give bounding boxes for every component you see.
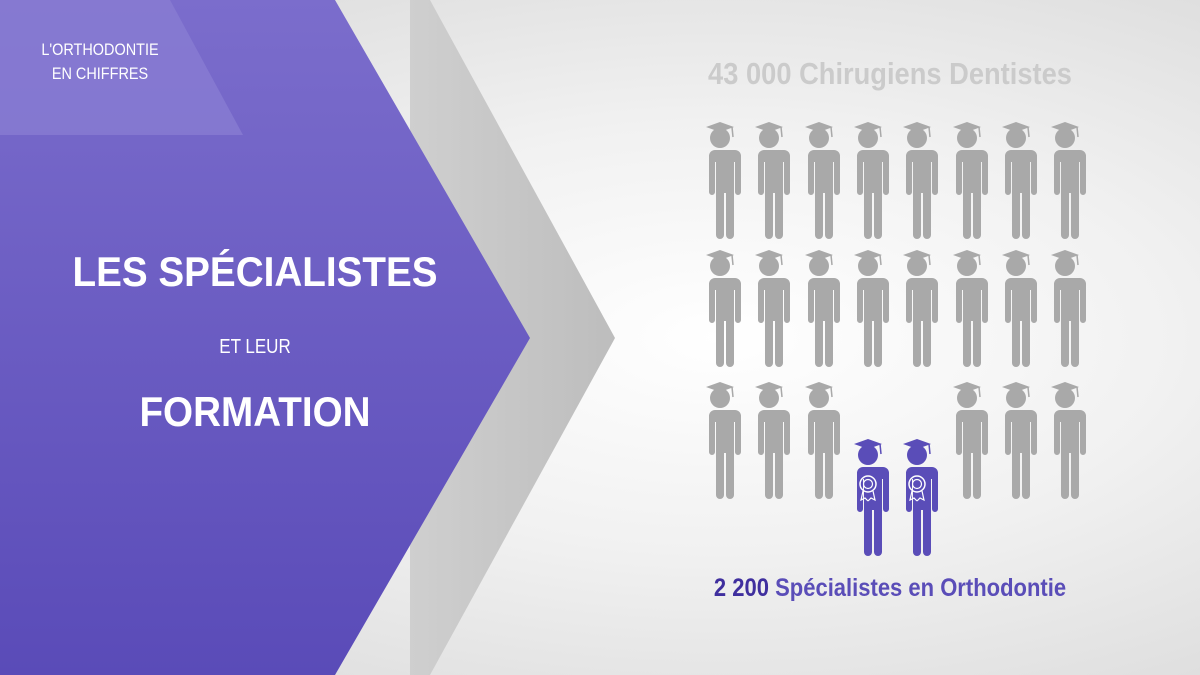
title-line-1: LES SPÉCIALISTES [72, 248, 438, 295]
dentist-figure [902, 250, 938, 367]
dentist-figure [853, 250, 889, 367]
dentist-figure [705, 122, 741, 239]
specialists-label: 2 200 Spécialistes en Orthodontie [688, 574, 1093, 603]
dentist-figure [754, 382, 790, 499]
kicker-box [0, 0, 243, 135]
kicker-line-2: EN CHIFFRES [51, 64, 149, 83]
dentists-total-label: 43 000 Chirugiens Dentistes [708, 56, 1072, 91]
dentist-figure [804, 250, 840, 367]
dentist-figure [853, 122, 889, 239]
dentist-figure [705, 382, 741, 499]
dentist-figure [1001, 250, 1037, 367]
section-kicker: L'ORTHODONTIE EN CHIFFRES [32, 38, 168, 86]
dentist-figure [705, 250, 741, 367]
title-line-3: FORMATION [139, 388, 371, 435]
dentist-figure [952, 382, 988, 499]
title-line-2: ET LEUR [219, 336, 291, 358]
dentist-figure [1050, 382, 1086, 499]
specialists-number: 2 200 [713, 574, 769, 602]
dentist-figure [754, 250, 790, 367]
dentist-figure [1001, 382, 1037, 499]
dentist-figure [1050, 250, 1086, 367]
dentist-figure [952, 122, 988, 239]
dentist-figure [902, 122, 938, 239]
specialist-figure [902, 439, 938, 556]
dentist-figure [1050, 122, 1086, 239]
dentist-figure [1001, 122, 1037, 239]
specialists-text: Spécialistes en Orthodontie [775, 574, 1067, 602]
dentist-figure [754, 122, 790, 239]
dentist-figure [804, 382, 840, 499]
dentist-figure [952, 250, 988, 367]
kicker-line-1: L'ORTHODONTIE [41, 40, 159, 59]
dentist-figure [804, 122, 840, 239]
purple-chevron-panel [0, 0, 530, 675]
specialist-figure [853, 439, 889, 556]
